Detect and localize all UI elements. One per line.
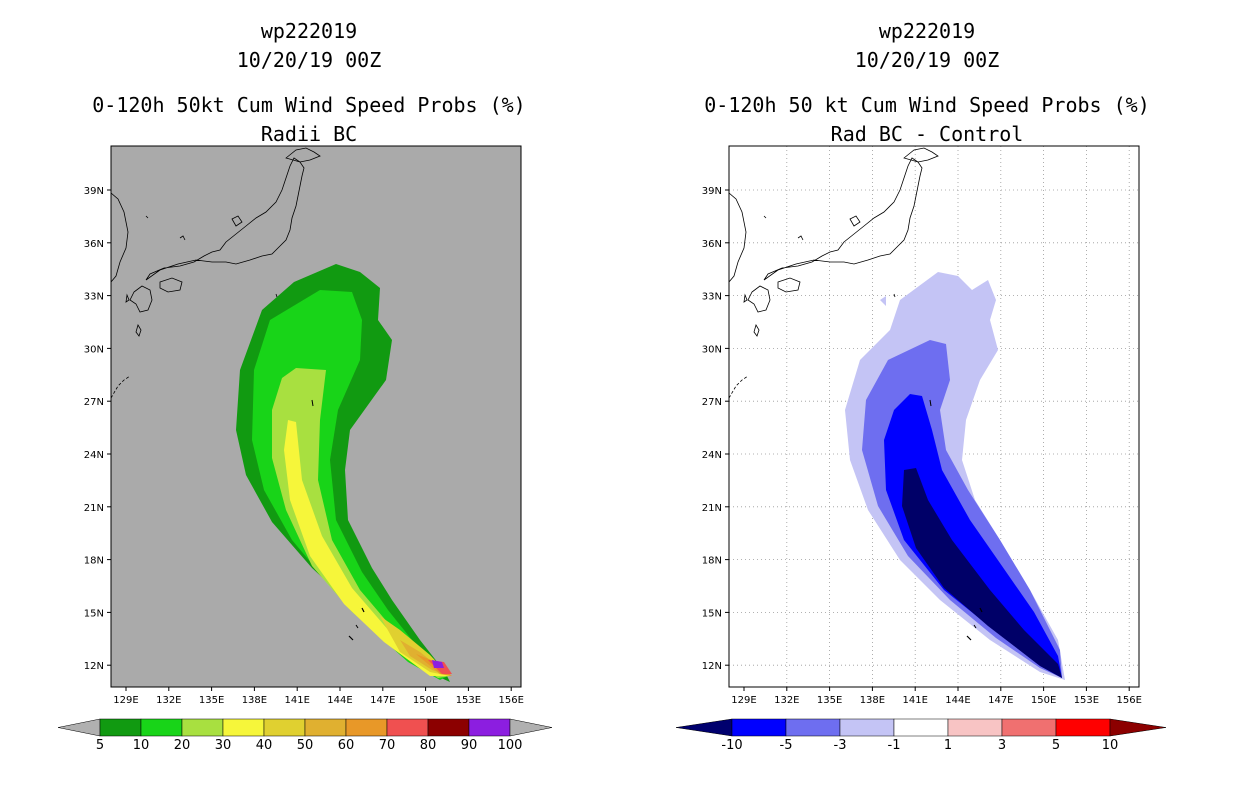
colorbar-right-arrow (1110, 719, 1166, 736)
colorbar-box-0 (100, 719, 141, 736)
lon-label-129E: 129E (731, 695, 756, 706)
lon-label-135E: 135E (199, 695, 224, 706)
colorbar-label-3: -1 (888, 738, 901, 753)
colorbar-left-arrow (676, 719, 732, 736)
colorbar-left-arrow (58, 719, 100, 736)
colorbar-box-6 (1056, 719, 1110, 736)
colorbar-label-7: 10 (1102, 738, 1119, 753)
colorbar-box-6 (346, 719, 387, 736)
lon-label-153E: 153E (1074, 695, 1099, 706)
lon-label-144E: 144E (945, 695, 970, 706)
colorbar-box-9 (469, 719, 510, 736)
lat-label-21N: 21N (702, 503, 722, 514)
colorbar-label-60: 60 (338, 738, 355, 753)
right-colorbar: -10 -5 -3 -1 1 3 5 10 (676, 719, 1166, 753)
lon-label-135E: 135E (817, 695, 842, 706)
colorbar-label-70: 70 (379, 738, 396, 753)
colorbar-box-3 (894, 719, 948, 736)
lon-label-141E: 141E (902, 695, 927, 706)
colorbar-label-20: 20 (174, 738, 191, 753)
colorbar-box-3 (223, 719, 264, 736)
lat-label-15N: 15N (702, 608, 722, 619)
colorbar-box-0 (732, 719, 786, 736)
lat-label-18N: 18N (702, 556, 722, 567)
lat-label-12N: 12N (84, 661, 104, 672)
colorbar-label-10: 10 (133, 738, 150, 753)
lon-label-132E: 132E (774, 695, 799, 706)
colorbar-label-40: 40 (256, 738, 273, 753)
lat-label-36N: 36N (84, 239, 104, 250)
lon-label-156E: 156E (1116, 695, 1141, 706)
figure-canvas: 129E 132E 135E 138E 141E 144E 147E 150E 153E 156E… (0, 0, 1236, 800)
lon-label-138E: 138E (860, 695, 885, 706)
colorbar-right-arrow (510, 719, 552, 736)
colorbar-label-2: -3 (834, 738, 847, 753)
lon-label-129E: 129E (113, 695, 138, 706)
lat-label-24N: 24N (702, 450, 722, 461)
left-map: 129E 132E 135E 138E 141E 144E 147E 150E 153E 156E… (84, 146, 524, 706)
colorbar-box-5 (1002, 719, 1056, 736)
lat-label-33N: 33N (702, 292, 722, 303)
lon-label-147E: 147E (370, 695, 395, 706)
colorbar-label-6: 5 (1052, 738, 1060, 753)
lat-label-24N: 24N (84, 450, 104, 461)
lon-label-141E: 141E (284, 695, 309, 706)
lon-label-150E: 150E (413, 695, 438, 706)
lat-label-33N: 33N (84, 292, 104, 303)
colorbar-label-50: 50 (297, 738, 314, 753)
lon-label-144E: 144E (327, 695, 352, 706)
lat-label-12N: 12N (702, 661, 722, 672)
colorbar-box-2 (182, 719, 223, 736)
lat-label-21N: 21N (84, 503, 104, 514)
colorbar-box-4 (264, 719, 305, 736)
lat-label-27N: 27N (84, 397, 104, 408)
colorbar-box-7 (387, 719, 428, 736)
lat-label-39N: 39N (702, 186, 722, 197)
colorbar-label-90: 90 (461, 738, 478, 753)
lat-label-30N: 30N (702, 344, 722, 355)
colorbar-box-1 (786, 719, 840, 736)
colorbar-box-1 (141, 719, 182, 736)
lat-label-36N: 36N (702, 239, 722, 250)
colorbar-box-8 (428, 719, 469, 736)
lat-label-27N: 27N (702, 397, 722, 408)
lat-label-15N: 15N (84, 608, 104, 619)
lon-label-156E: 156E (498, 695, 523, 706)
colorbar-label-30: 30 (215, 738, 232, 753)
colorbar-label-5: 5 (96, 738, 104, 753)
lat-label-30N: 30N (84, 344, 104, 355)
colorbar-label-5: 3 (998, 738, 1006, 753)
lon-label-153E: 153E (456, 695, 481, 706)
colorbar-box-4 (948, 719, 1002, 736)
colorbar-label-4: 1 (944, 738, 952, 753)
colorbar-label-1: -5 (780, 738, 793, 753)
left-colorbar: 5 10 20 30 40 50 60 70 80 90 100 (58, 719, 552, 753)
colorbar-label-100: 100 (498, 738, 523, 753)
lon-label-150E: 150E (1031, 695, 1056, 706)
colorbar-label-0: -10 (721, 738, 742, 753)
lon-label-138E: 138E (242, 695, 267, 706)
lat-label-18N: 18N (84, 556, 104, 567)
colorbar-box-2 (840, 719, 894, 736)
lon-label-147E: 147E (988, 695, 1013, 706)
lon-label-132E: 132E (156, 695, 181, 706)
lat-label-39N: 39N (84, 186, 104, 197)
colorbar-box-5 (305, 719, 346, 736)
colorbar-label-80: 80 (420, 738, 437, 753)
right-map: 129E 132E 135E 138E 141E 144E 147E 150E 153E 156E… (702, 146, 1142, 706)
